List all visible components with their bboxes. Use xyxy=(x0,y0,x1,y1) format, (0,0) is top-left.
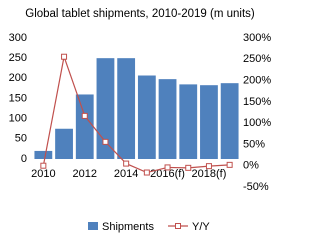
legend-label: Shipments xyxy=(102,221,154,233)
y2-tick-label: 0% xyxy=(243,160,259,172)
y-tick-label: 300 xyxy=(9,32,27,44)
y2-tick-label: 300% xyxy=(243,32,271,44)
x-tick-label: 2012 xyxy=(73,168,97,180)
line-marker xyxy=(102,138,109,145)
y2-tick-label: 100% xyxy=(243,117,271,129)
line-marker xyxy=(226,161,233,168)
y2-tick-label: -50% xyxy=(243,181,269,193)
chart: Global tablet shipments, 2010-2019 (m un… xyxy=(9,8,272,233)
y2-tick-label: 50% xyxy=(243,138,265,150)
bar xyxy=(117,58,136,159)
y-tick-label: 250 xyxy=(9,52,27,64)
line-marker xyxy=(164,164,171,171)
y2-tick-label: 150% xyxy=(243,96,271,108)
line-marker xyxy=(205,163,212,170)
line-marker xyxy=(185,164,192,171)
line-marker xyxy=(123,160,130,167)
y-tick-label: 0 xyxy=(21,153,27,165)
y-tick-label: 200 xyxy=(9,72,27,84)
x-tick-label: 2010 xyxy=(31,168,55,180)
y2-tick-label: 250% xyxy=(243,53,271,65)
y-tick-label: 100 xyxy=(9,113,27,125)
legend-marker xyxy=(175,223,181,229)
line xyxy=(42,54,230,174)
bar xyxy=(55,128,73,159)
y-tick-label: 50 xyxy=(15,133,27,145)
line-marker xyxy=(81,112,88,119)
x-tick-label: 2014 xyxy=(114,168,138,180)
legend-label: Y/Y xyxy=(192,221,210,233)
bar xyxy=(179,84,198,159)
bar xyxy=(96,58,115,159)
line-marker xyxy=(40,162,47,169)
chart-title: Global tablet shipments, 2010-2019 (m un… xyxy=(25,8,255,20)
bar xyxy=(75,94,94,159)
line-marker xyxy=(61,53,68,60)
legend-swatch xyxy=(88,222,98,230)
bar xyxy=(200,85,218,159)
bar xyxy=(220,83,239,159)
line-marker xyxy=(143,169,150,176)
x-tick-label: 2018(f) xyxy=(192,168,227,180)
y2-tick-label: 200% xyxy=(243,74,271,86)
x-tick-label: 2016(f) xyxy=(150,168,185,180)
bar xyxy=(158,79,177,159)
bar xyxy=(34,150,53,159)
bar xyxy=(137,75,156,159)
y-tick-label: 150 xyxy=(9,92,27,104)
